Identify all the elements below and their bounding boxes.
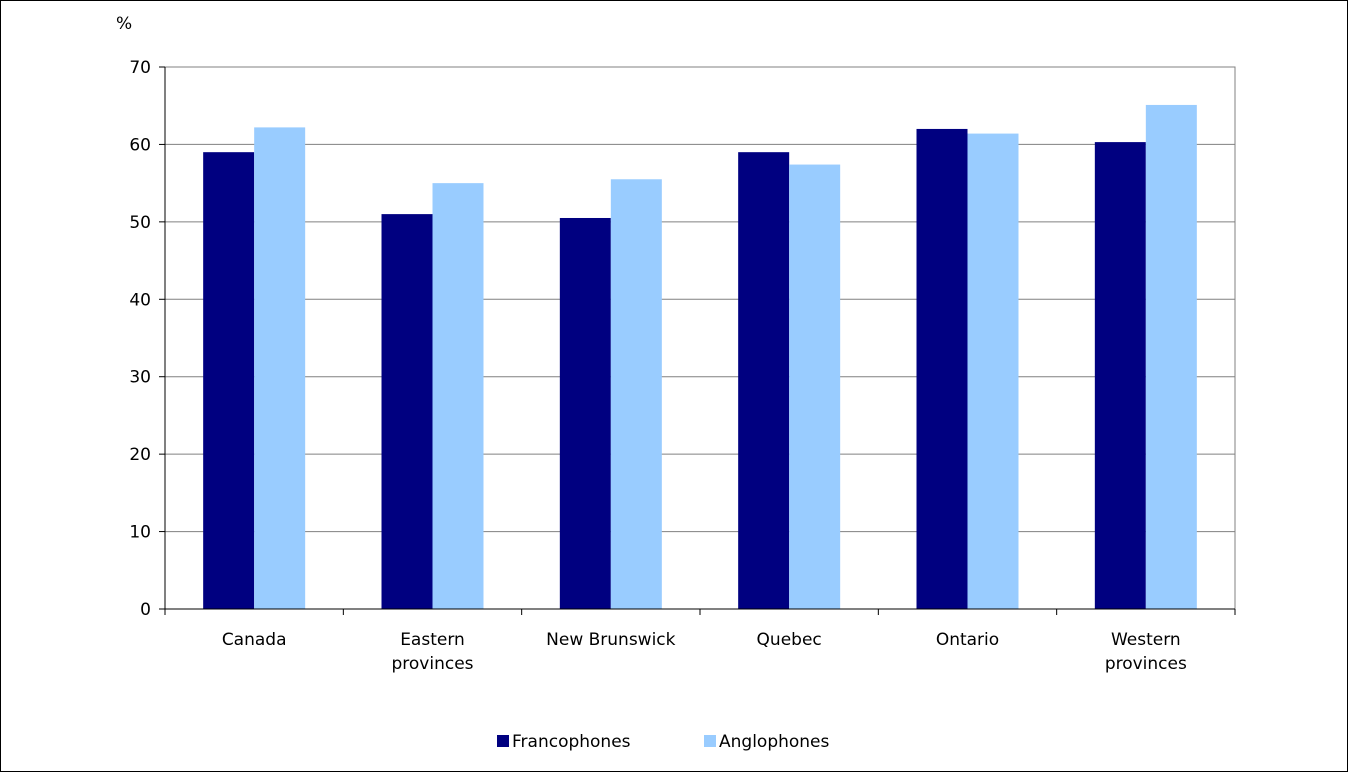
- gridlines: [164, 66, 1236, 610]
- y-tick-label: 50: [129, 213, 151, 233]
- bars: [203, 104, 1197, 610]
- bar-francophones-4: [916, 128, 968, 609]
- bar-anglophones-5: [1145, 104, 1197, 609]
- bar-anglophones-0: [254, 127, 306, 609]
- x-tick-label: New Brunswick: [546, 630, 676, 650]
- x-tick-label: Ontario: [936, 630, 999, 650]
- bar-anglophones-4: [967, 133, 1019, 610]
- y-axis-label: %: [116, 14, 132, 34]
- tick-labels: 0 10 20 30 40 50 60 70 Canada Eastern provinces New…: [129, 58, 1187, 674]
- bar-francophones-5: [1094, 142, 1146, 609]
- legend-swatch-francophones: [497, 735, 509, 747]
- y-tick-label: 30: [129, 368, 151, 388]
- x-tick-label: provinces: [391, 654, 473, 674]
- x-tick-label: Quebec: [757, 630, 822, 650]
- legend-label-francophones: Francophones: [512, 732, 631, 752]
- bar-francophones-1: [381, 214, 433, 609]
- bar-anglophones-1: [432, 183, 484, 609]
- y-tick-label: 70: [129, 58, 151, 78]
- bar-francophones-3: [738, 152, 790, 609]
- y-tick-label: 60: [129, 135, 151, 155]
- x-tick-label: Eastern: [400, 630, 465, 650]
- y-tick-label: 0: [140, 600, 151, 620]
- plot-area: [164, 66, 1236, 610]
- bar-anglophones-3: [789, 164, 841, 609]
- x-tick-label: Canada: [222, 630, 287, 650]
- bar-francophones-0: [203, 152, 255, 609]
- bar-francophones-2: [559, 217, 611, 609]
- legend: Francophones Anglophones: [497, 732, 830, 752]
- legend-swatch-anglophones: [704, 735, 716, 747]
- axes: [159, 66, 1236, 615]
- x-tick-label: Western: [1111, 630, 1181, 650]
- y-tick-label: 20: [129, 445, 151, 465]
- bar-anglophones-2: [610, 179, 662, 609]
- x-tick-label: provinces: [1105, 654, 1187, 674]
- legend-label-anglophones: Anglophones: [719, 732, 830, 752]
- y-tick-label: 10: [129, 523, 151, 543]
- y-tick-label: 40: [129, 290, 151, 310]
